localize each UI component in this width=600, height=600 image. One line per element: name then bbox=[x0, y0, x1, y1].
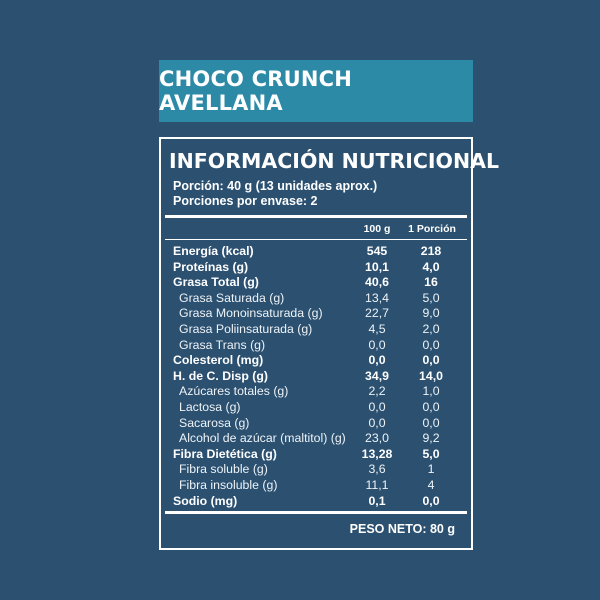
nutrient-value-portion: 2,0 bbox=[422, 321, 440, 336]
nutrient-value-100g: 0,0 bbox=[368, 353, 386, 368]
nutrient-value-100g: 11,1 bbox=[365, 477, 389, 492]
serving-info: Porción: 40 g (13 unidades aprox.) Porci… bbox=[173, 179, 377, 209]
nutrient-value-portion: 5,0 bbox=[422, 446, 440, 461]
nutrient-value-portion: 0,0 bbox=[422, 399, 440, 414]
product-title-banner: CHOCO CRUNCH AVELLANA bbox=[159, 60, 473, 122]
nutrient-value-portion: 5,0 bbox=[422, 290, 440, 305]
nutrient-label: Azúcares totales (g) bbox=[179, 384, 289, 399]
nutrient-label: Grasa Monoinsaturada (g) bbox=[179, 306, 323, 321]
nutrient-value-100g: 13,28 bbox=[361, 446, 393, 461]
nutrient-row: Fibra soluble (g) 3,6 1 bbox=[161, 462, 471, 478]
nutrient-value-portion: 0,0 bbox=[422, 415, 440, 430]
nutrient-row: Grasa Saturada (g) 13,4 5,0 bbox=[161, 291, 471, 307]
nutrient-value-portion: 0,0 bbox=[422, 493, 440, 508]
nutrient-value-100g: 34,9 bbox=[365, 368, 389, 383]
nutrient-label: Grasa Trans (g) bbox=[179, 337, 266, 352]
nutrient-row: Grasa Monoinsaturada (g) 22,7 9,0 bbox=[161, 306, 471, 322]
nutrient-value-100g: 40,6 bbox=[365, 275, 389, 290]
product-title: CHOCO CRUNCH AVELLANA bbox=[159, 67, 353, 115]
nutrient-label: Fibra soluble (g) bbox=[179, 462, 268, 477]
nutrient-label: Energía (kcal) bbox=[173, 244, 254, 258]
nutrient-value-100g: 545 bbox=[366, 244, 388, 258]
nutrient-value-100g: 10,1 bbox=[365, 259, 389, 274]
nutrient-row: Energía (kcal) 545 218 bbox=[161, 244, 471, 260]
nutrient-value-portion: 1 bbox=[427, 462, 435, 477]
nutrient-value-100g: 0,0 bbox=[368, 415, 386, 430]
nutrient-value-100g: 13,4 bbox=[365, 290, 389, 305]
nutrient-table: Energía (kcal) 545 218 Proteínas (g) 10,1 4,0… bbox=[161, 244, 471, 509]
nutrient-row: Azúcares totales (g) 2,2 1,0 bbox=[161, 384, 471, 400]
divider-bottom bbox=[165, 511, 467, 514]
nutrient-label: Grasa Poliinsaturada (g) bbox=[179, 321, 313, 336]
serving-size: Porción: 40 g (13 unidades aprox.) bbox=[173, 179, 378, 193]
nutrition-panel-title: INFORMACIÓN NUTRICIONAL bbox=[169, 149, 500, 173]
nutrient-label: Alcohol de azúcar (maltitol) (g) bbox=[179, 431, 346, 446]
divider-thick bbox=[165, 215, 467, 218]
nutrient-label: H. de C. Disp (g) bbox=[173, 368, 268, 383]
nutrient-row: Fibra Dietética (g) 13,28 5,0 bbox=[161, 447, 471, 463]
nutrient-row: Fibra insoluble (g) 11,1 4 bbox=[161, 478, 471, 494]
nutrient-label: Lactosa (g) bbox=[179, 399, 241, 414]
nutrient-label: Sodio (mg) bbox=[173, 493, 238, 508]
nutrient-value-100g: 0,0 bbox=[368, 399, 386, 414]
nutrient-row: Sacarosa (g) 0,0 0,0 bbox=[161, 416, 471, 432]
nutrient-row: H. de C. Disp (g) 34,9 14,0 bbox=[161, 369, 471, 385]
nutrient-value-100g: 22,7 bbox=[365, 306, 389, 321]
nutrient-label: Sacarosa (g) bbox=[179, 415, 250, 430]
nutrient-value-100g: 4,5 bbox=[368, 321, 386, 336]
column-header-portion: 1 Porción bbox=[408, 223, 456, 235]
nutrient-value-portion: 218 bbox=[420, 244, 442, 258]
nutrient-value-100g: 2,2 bbox=[368, 384, 386, 399]
nutrient-value-portion: 0,0 bbox=[422, 337, 440, 352]
nutrient-value-100g: 0,1 bbox=[368, 493, 386, 508]
nutrient-row: Proteínas (g) 10,1 4,0 bbox=[161, 260, 471, 276]
nutrient-label: Grasa Total (g) bbox=[173, 275, 259, 290]
nutrient-row: Sodio (mg) 0,1 0,0 bbox=[161, 494, 471, 510]
nutrient-value-portion: 16 bbox=[424, 275, 438, 290]
nutrient-value-portion: 9,0 bbox=[422, 306, 440, 321]
nutrient-row: Grasa Trans (g) 0,0 0,0 bbox=[161, 338, 471, 354]
nutrient-row: Grasa Total (g) 40,6 16 bbox=[161, 275, 471, 291]
nutrient-label: Proteínas (g) bbox=[173, 259, 249, 274]
nutrient-value-portion: 4,0 bbox=[422, 259, 440, 274]
nutrient-value-portion: 14,0 bbox=[419, 368, 443, 383]
column-header-100g: 100 g bbox=[363, 223, 391, 235]
nutrient-row: Colesterol (mg) 0,0 0,0 bbox=[161, 353, 471, 369]
nutrient-value-portion: 9,2 bbox=[422, 431, 440, 446]
nutrient-row: Alcohol de azúcar (maltitol) (g) 23,0 9,2 bbox=[161, 431, 471, 447]
nutrient-label: Fibra insoluble (g) bbox=[179, 477, 278, 492]
nutrient-row: Grasa Poliinsaturada (g) 4,5 2,0 bbox=[161, 322, 471, 338]
nutrient-label: Fibra Dietética (g) bbox=[173, 446, 277, 461]
nutrient-value-100g: 0,0 bbox=[368, 337, 386, 352]
nutrient-value-portion: 1,0 bbox=[422, 384, 440, 399]
nutrient-value-portion: 0,0 bbox=[422, 353, 440, 368]
nutrient-value-100g: 23,0 bbox=[365, 431, 389, 446]
nutrient-label: Grasa Saturada (g) bbox=[179, 290, 285, 305]
nutrient-value-100g: 3,6 bbox=[368, 462, 386, 477]
nutrient-row: Lactosa (g) 0,0 0,0 bbox=[161, 400, 471, 416]
divider-thin bbox=[165, 239, 467, 240]
nutrient-label: Colesterol (mg) bbox=[173, 353, 264, 368]
nutrient-value-portion: 4 bbox=[427, 477, 435, 492]
net-weight: PESO NETO: 80 g bbox=[349, 522, 455, 536]
nutrition-facts-panel: INFORMACIÓN NUTRICIONAL Porción: 40 g (1… bbox=[159, 137, 499, 550]
servings-per-pack: Porciones por envase: 2 bbox=[173, 194, 318, 208]
